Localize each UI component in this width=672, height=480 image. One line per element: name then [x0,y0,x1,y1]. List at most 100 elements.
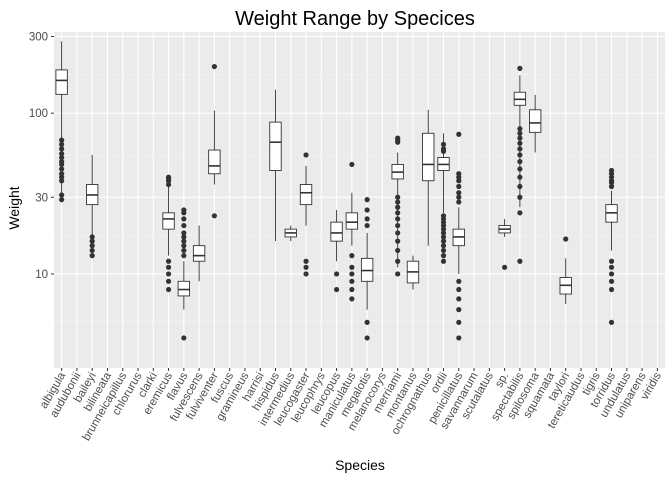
panel-background [54,32,665,368]
outlier-point [395,204,401,210]
outlier-point [502,264,508,270]
outlier-point [608,167,615,174]
outlier-point [456,194,462,200]
outlier-point [181,335,187,341]
outlier-point [165,278,172,284]
outlier-point [303,152,309,158]
box-hispidus [269,89,282,242]
outlier-point [395,216,401,222]
outlier-point [89,238,95,244]
outlier-point [517,140,523,146]
outlier-point [303,258,309,264]
box [162,212,175,230]
outlier-point [440,146,447,152]
outlier-point [59,146,65,152]
outlier-point [181,216,187,222]
outlier-point [440,141,447,147]
outlier-point [440,258,447,264]
outlier-point [165,258,172,264]
outlier-point [395,258,401,264]
box [269,121,282,171]
outlier-point [395,230,401,236]
box-merriami [391,135,404,277]
y-tick-label: 100 [29,108,48,120]
outlier-point [456,171,462,177]
outlier-point [517,183,523,190]
outlier-point [608,319,615,325]
box-sp [498,218,511,270]
outlier-point [608,258,615,264]
outlier-point [165,264,172,270]
outlier-point [165,271,172,277]
outlier-point [440,213,447,219]
outlier-point [440,253,447,259]
outlier-point [456,335,462,341]
box [422,132,435,182]
outlier-point [440,226,447,232]
y-tick-label: 10 [35,269,48,281]
outlier-point [440,247,447,254]
outlier-point [395,135,401,141]
outlier-point [181,253,187,259]
outlier-point [563,236,569,242]
box-eremicus [162,174,175,293]
outlier-point [364,319,370,325]
outlier-point [517,126,523,132]
outlier-point [517,152,523,158]
outlier-point [456,278,462,284]
outlier-point [89,253,95,259]
box-ordii [437,133,450,264]
outlier-point [395,271,401,277]
box [208,149,221,175]
outlier-point [395,199,401,205]
box-flavus [177,207,191,341]
box-maniculatus [345,161,359,302]
box-baileyi [86,154,99,259]
box [345,212,359,230]
outlier-point [333,271,340,277]
outlier-point [456,178,462,184]
box-ochrognathus [422,109,435,246]
outlier-point [440,230,447,236]
outlier-point [303,264,309,270]
outlier-point [395,222,401,229]
outlier-point [59,178,65,184]
outlier-point [211,213,217,219]
box-albigula [55,41,68,203]
outlier-point [440,243,447,249]
outlier-point [349,253,355,259]
outlier-point [517,135,523,141]
outlier-point [395,247,401,254]
box [55,69,68,95]
outlier-point [395,194,401,200]
outlier-point [364,197,370,203]
outlier-point [364,335,370,341]
outlier-point [456,319,462,325]
outlier-point [517,146,523,152]
box [528,109,542,133]
outlier-point [456,296,462,302]
outlier-point [364,216,370,222]
outlier-point [89,234,95,240]
outlier-point [89,247,95,254]
outlier-point [608,183,615,190]
outlier-point [59,141,65,147]
outlier-point [456,286,462,293]
outlier-point [608,178,615,184]
outlier-point [181,207,187,213]
outlier-point [349,161,355,168]
box-intermedius [284,225,297,242]
outlier-point [211,63,217,70]
outlier-point [59,158,65,165]
outlier-point [59,197,65,203]
box-montanus [406,255,420,290]
outlier-point [608,278,615,284]
outlier-point [165,181,172,188]
outlier-point [456,131,462,137]
box-leucopus [330,209,343,293]
outlier-point [608,271,615,277]
box [330,221,343,242]
outlier-point [349,278,355,284]
outlier-point [456,307,462,313]
outlier-point [517,158,523,165]
